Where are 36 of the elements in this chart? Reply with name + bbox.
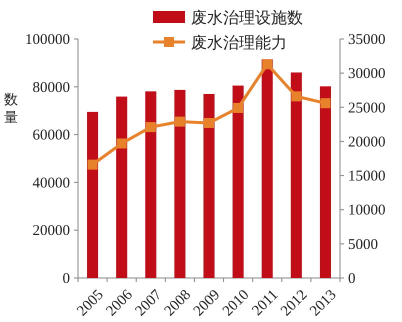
y2-tick-label: 30000 bbox=[348, 66, 386, 82]
y2-tick-label: 35000 bbox=[348, 32, 386, 48]
bar bbox=[290, 72, 302, 278]
point bbox=[320, 98, 330, 108]
bar bbox=[145, 91, 156, 278]
bar bbox=[203, 94, 215, 278]
y2-tick-label: 15000 bbox=[348, 168, 386, 185]
point bbox=[233, 102, 244, 113]
y2-tick-label: 20000 bbox=[348, 134, 386, 150]
point bbox=[291, 91, 302, 102]
bar bbox=[320, 86, 331, 278]
point bbox=[174, 116, 185, 127]
y-tick-label: 20000 bbox=[32, 223, 70, 240]
bar bbox=[87, 112, 98, 278]
y-tick-label: 100000 bbox=[25, 32, 70, 48]
point bbox=[204, 118, 214, 128]
point bbox=[262, 59, 272, 70]
y-tick-label: 80000 bbox=[32, 80, 70, 96]
y-axis-title: 数量 bbox=[4, 92, 18, 126]
bar bbox=[174, 90, 186, 278]
bar bbox=[116, 96, 128, 278]
y2-tick-label: 10000 bbox=[348, 202, 386, 219]
bar bbox=[232, 86, 244, 278]
y-tick-label: 40000 bbox=[32, 175, 70, 192]
x-tick-label: 2011 bbox=[249, 286, 282, 320]
point bbox=[88, 160, 98, 170]
legend-label: 废水治理设施数 bbox=[191, 9, 303, 27]
y-tick-label: 0 bbox=[62, 271, 70, 287]
point bbox=[116, 138, 127, 148]
y-tick-label: 60000 bbox=[32, 128, 70, 144]
y2-tick-label: 5000 bbox=[348, 236, 378, 253]
bar bbox=[262, 59, 273, 278]
y2-tick-label: 0 bbox=[348, 271, 356, 287]
y2-tick-label: 25000 bbox=[348, 100, 386, 116]
point bbox=[146, 122, 156, 132]
legend-label: 废水治理能力 bbox=[191, 34, 287, 52]
